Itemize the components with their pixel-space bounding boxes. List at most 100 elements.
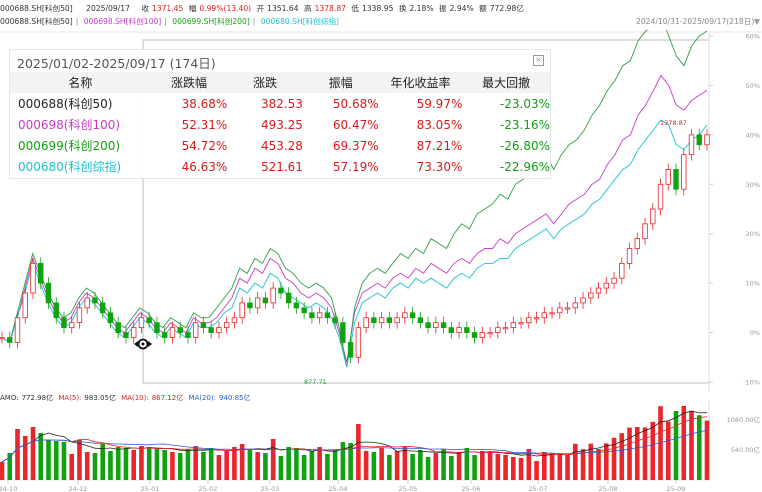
candle xyxy=(332,317,338,324)
volume-bar xyxy=(371,452,377,480)
legend-s3[interactable]: 000699.SH[科创200] xyxy=(172,17,250,26)
volume-bar xyxy=(526,449,532,480)
col-chg-pct[interactable]: 涨跌幅 xyxy=(150,72,228,93)
volume-bar xyxy=(170,452,175,480)
amo-label: AMO: xyxy=(0,394,19,402)
volume-bar xyxy=(232,447,237,480)
candle xyxy=(7,337,13,343)
vol-tick-mid: 540.00亿 xyxy=(731,445,761,454)
row-chg: 453.28 xyxy=(260,138,303,153)
cursor-icon[interactable] xyxy=(134,338,152,350)
candle xyxy=(588,292,594,299)
legend-s4[interactable]: 000680.SH[科创综指] xyxy=(260,17,339,26)
candle xyxy=(510,322,517,329)
row-drawdown: -22.96% xyxy=(499,159,550,174)
row-chg-pct: 52.31% xyxy=(181,117,228,132)
col-amp[interactable]: 振幅 xyxy=(302,72,379,93)
candle xyxy=(549,312,555,315)
table-row[interactable]: 000698(科创100) 52.31% 493.25 60.47% 83.05… xyxy=(10,114,550,135)
close-icon[interactable]: × xyxy=(533,55,544,66)
volume-bar xyxy=(301,455,307,480)
stats-header-row: 名称 涨跌幅 涨跌 振幅 年化收益率 最大回撤 xyxy=(10,72,550,93)
volume-bar xyxy=(255,452,260,480)
volume-bar xyxy=(7,453,13,480)
candle xyxy=(479,332,486,338)
candle xyxy=(208,327,214,333)
candle xyxy=(580,297,586,304)
candle xyxy=(131,327,137,338)
close-value: 1371.45 xyxy=(151,4,184,13)
high-label: 高 xyxy=(304,4,312,13)
candle xyxy=(14,317,21,343)
legend-s1[interactable]: 000688.SH[科创50] xyxy=(0,17,73,26)
candle xyxy=(0,337,5,340)
candle xyxy=(642,223,648,240)
candle xyxy=(456,327,462,333)
volume-bar xyxy=(472,455,477,480)
series-line-3 xyxy=(1,119,708,368)
x-tick-label: 25-09 xyxy=(667,485,686,492)
candle xyxy=(673,169,679,190)
quote-code: 000688.SH[科创50] xyxy=(0,4,73,13)
volume-bar xyxy=(294,448,299,480)
table-row[interactable]: 000680(科创综指) 46.63% 521.61 57.19% 73.30%… xyxy=(10,156,550,177)
candle xyxy=(417,317,424,324)
candle xyxy=(22,292,28,319)
row-chg: 382.53 xyxy=(260,96,303,111)
quote-date: 2025/09/17 xyxy=(86,4,130,13)
table-row[interactable]: 000688(科创50) 38.68% 382.53 50.68% 59.97%… xyxy=(10,93,550,114)
volume-bar xyxy=(46,440,51,480)
change-label: 幅 xyxy=(188,4,197,13)
candle xyxy=(657,183,664,210)
volume-chart[interactable]: 1080.00亿 540.00亿 24-10 24-12 25-01 25-02 25-… xyxy=(0,400,762,492)
volume-bar xyxy=(15,429,20,480)
close-label: 收 xyxy=(141,4,149,13)
candle xyxy=(278,287,284,294)
legend-s2[interactable]: 000698.SH[科创100] xyxy=(83,17,162,26)
price-chart[interactable]: 60% 50% 40% 30% 20% 10% 0% -10% 1378.87 877.71 xyxy=(0,30,762,392)
chevron-down-icon[interactable]: ▼ xyxy=(754,17,760,26)
y-tick-label: 20% xyxy=(746,230,760,238)
candle xyxy=(123,332,129,338)
volume-bar xyxy=(557,455,563,480)
col-chg[interactable]: 涨跌 xyxy=(227,72,303,93)
volume-bar xyxy=(379,448,384,480)
candle xyxy=(595,287,602,294)
amount-value: 772.98亿 xyxy=(489,4,524,13)
y-tick-label: 40% xyxy=(746,131,760,139)
row-name: 000688(科创50) xyxy=(18,97,113,111)
candle xyxy=(92,297,98,304)
row-name: 000698(科创100) xyxy=(18,118,121,132)
x-tick-label: 24-12 xyxy=(69,485,88,492)
volume-bar xyxy=(216,455,222,480)
candle xyxy=(247,302,253,309)
volume-bar xyxy=(418,450,423,480)
candle xyxy=(378,317,385,324)
row-annual: 83.05% xyxy=(416,117,463,132)
col-name[interactable]: 名称 xyxy=(10,72,151,93)
candle xyxy=(115,322,121,333)
volume-bar xyxy=(162,450,167,480)
volume-bar xyxy=(665,421,671,480)
candle xyxy=(340,322,346,343)
candle xyxy=(402,312,408,319)
volume-bar xyxy=(115,447,121,480)
row-amp: 50.68% xyxy=(332,96,379,111)
candle xyxy=(464,327,470,333)
col-drawdown[interactable]: 最大回撤 xyxy=(462,72,550,93)
y-tick-label: 0% xyxy=(750,329,760,337)
col-annual[interactable]: 年化收益率 xyxy=(378,72,463,93)
candle xyxy=(440,322,447,329)
volume-bar xyxy=(325,454,330,480)
candle xyxy=(45,282,52,304)
x-tick-label: 25-01 xyxy=(141,485,160,492)
volume-bar xyxy=(464,448,470,480)
volume-bar xyxy=(340,442,346,480)
volume-bar xyxy=(634,427,640,480)
volume-bar xyxy=(123,448,129,480)
row-amp: 69.37% xyxy=(332,138,379,153)
table-row[interactable]: 000699(科创200) 54.72% 453.28 69.37% 87.21… xyxy=(10,135,550,156)
volume-bar xyxy=(193,446,198,480)
volume-bar xyxy=(108,451,113,480)
x-tick-label: 25-05 xyxy=(399,485,418,492)
